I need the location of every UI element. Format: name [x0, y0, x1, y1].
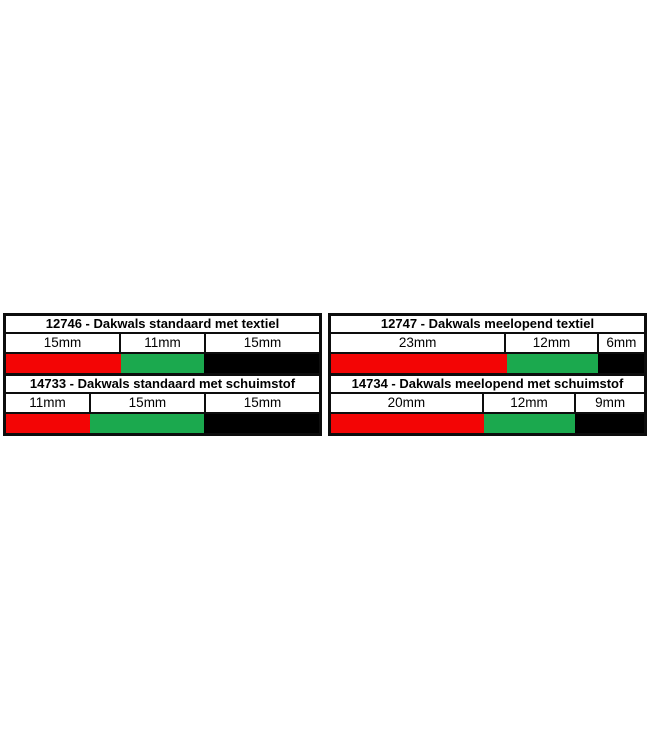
color-bar-row	[6, 414, 319, 433]
mm-values-row: 15mm 11mm 15mm	[6, 334, 319, 354]
mm-value-cell: 15mm	[243, 335, 282, 350]
mm-value-cell: 11mm	[6, 394, 91, 412]
product-block-12747: 12747 - Dakwals meelopend textiel 23mm 1…	[328, 313, 647, 376]
mm-value-cell: 6mm	[606, 335, 637, 350]
table-group-meelopend: 12747 - Dakwals meelopend textiel 23mm 1…	[328, 313, 647, 436]
color-bar-segment	[331, 414, 484, 433]
color-bar-segment	[204, 354, 319, 373]
color-bar-segment	[598, 354, 644, 373]
product-title: 14734 - Dakwals meelopend met schuimstof	[331, 376, 644, 394]
color-bar-segment	[204, 414, 319, 433]
product-block-12746: 12746 - Dakwals standaard met textiel 15…	[3, 313, 322, 376]
mm-values-row: 11mm 15mm 15mm	[6, 394, 319, 414]
mm-values-row: 20mm 12mm 9mm	[331, 394, 644, 414]
mm-value-cell: 15mm	[243, 395, 282, 410]
mm-value-cell: 20mm	[331, 394, 484, 412]
mm-value-cell: 23mm	[331, 334, 507, 352]
mm-value-cell: 12mm	[484, 394, 577, 412]
color-bar-row	[6, 354, 319, 373]
product-title: 12746 - Dakwals standaard met textiel	[6, 316, 319, 334]
product-block-14734: 14734 - Dakwals meelopend met schuimstof…	[328, 373, 647, 436]
color-bar-segment	[483, 414, 576, 433]
color-bar-segment	[6, 354, 121, 373]
color-bar-row	[331, 414, 644, 433]
product-title: 14733 - Dakwals standaard met schuimstof	[6, 376, 319, 394]
table-group-standaard: 12746 - Dakwals standaard met textiel 15…	[3, 313, 322, 436]
color-bar-segment	[6, 414, 90, 433]
mm-value-cell: 11mm	[121, 334, 206, 352]
mm-value-cell: 15mm	[6, 334, 122, 352]
product-block-14733: 14733 - Dakwals standaard met schuimstof…	[3, 373, 322, 436]
color-bar-row	[331, 354, 644, 373]
color-bar-segment	[89, 414, 205, 433]
mm-value-cell: 9mm	[595, 395, 626, 410]
mm-value-cell: 12mm	[506, 334, 599, 352]
color-bar-segment	[575, 414, 644, 433]
color-bar-segment	[331, 354, 507, 373]
product-title: 12747 - Dakwals meelopend textiel	[331, 316, 644, 334]
mm-value-cell: 15mm	[91, 394, 206, 412]
mm-values-row: 23mm 12mm 6mm	[331, 334, 644, 354]
product-spec-tables: 12746 - Dakwals standaard met textiel 15…	[3, 313, 647, 436]
color-bar-segment	[120, 354, 205, 373]
color-bar-segment	[506, 354, 599, 373]
